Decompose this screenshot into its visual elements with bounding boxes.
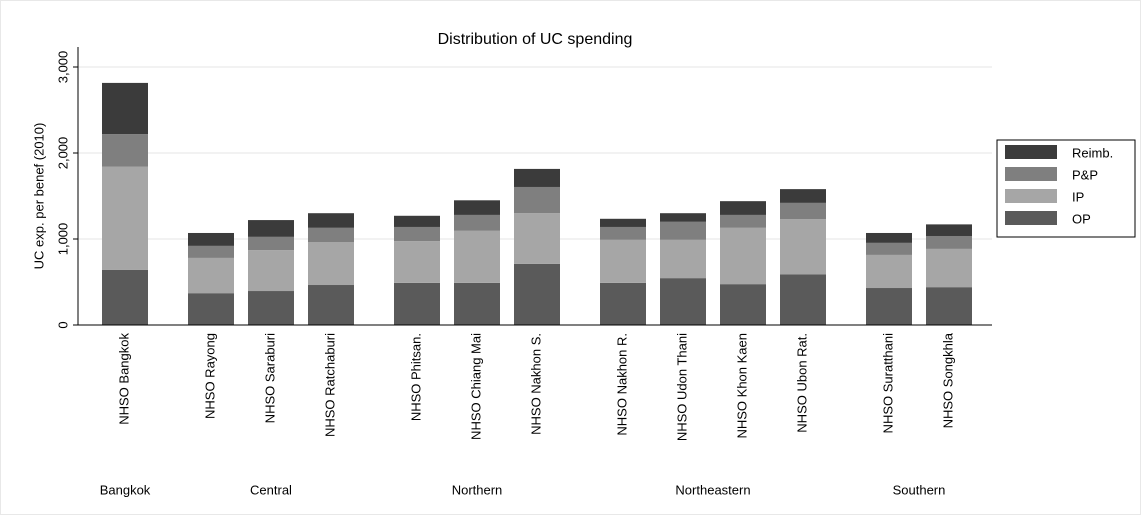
group-label: Northeastern: [675, 482, 750, 497]
bar-segment: [866, 242, 912, 255]
bar-segment: [248, 291, 294, 325]
bar-segment: [866, 288, 912, 325]
x-tick-label: NHSO Ubon Rat.: [794, 333, 809, 433]
bar-segment: [720, 284, 766, 325]
bar-segment: [454, 200, 500, 215]
bar-segment: [308, 213, 354, 228]
x-tick-label: NHSO Saraburi: [262, 333, 277, 423]
bar-segment: [102, 134, 148, 167]
bar-segment: [720, 201, 766, 215]
y-axis-label: UC exp. per benef (2010): [31, 123, 46, 270]
group-label: Central: [250, 482, 292, 497]
bar-segment: [188, 245, 234, 258]
bar-segment: [188, 257, 234, 294]
legend-label: P&P: [1072, 167, 1098, 182]
bar-segment: [866, 232, 912, 243]
bar-segment: [600, 218, 646, 227]
x-tick-label: NHSO Khon Kaen: [734, 333, 749, 439]
bar-segment: [660, 221, 706, 240]
bar-segment: [102, 269, 148, 325]
bar-segment: [660, 239, 706, 279]
x-tick-label: NHSO Suratthani: [880, 333, 895, 434]
legend-label: IP: [1072, 189, 1084, 204]
chart-title: Distribution of UC spending: [438, 31, 633, 48]
bar-segment: [660, 213, 706, 222]
x-tick-label: NHSO Nakhon S.: [528, 333, 543, 435]
bar-segment: [454, 214, 500, 231]
bar-segment: [394, 226, 440, 242]
bar-segment: [102, 166, 148, 270]
bar-segment: [454, 282, 500, 325]
bar-segment: [248, 250, 294, 292]
y-tick-label: 3,000: [55, 51, 70, 84]
group-label: Southern: [893, 482, 946, 497]
x-tick-label: NHSO Ratchaburi: [322, 333, 337, 437]
bar-segment: [188, 232, 234, 246]
bar-segment: [926, 248, 972, 288]
bar-segment: [514, 186, 560, 214]
bar-segment: [866, 254, 912, 289]
bar-segment: [308, 242, 354, 286]
bar-segment: [514, 263, 560, 325]
bar-segment: [926, 235, 972, 249]
bar-segment: [308, 285, 354, 325]
bar-segment: [600, 239, 646, 283]
legend-label: Reimb.: [1072, 145, 1113, 160]
legend-label: OP: [1072, 211, 1091, 226]
x-tick-label: NHSO Nakhon R.: [614, 333, 629, 436]
bar-segment: [600, 226, 646, 240]
x-tick-label: NHSO Chiang Mai: [468, 333, 483, 440]
y-tick-label: 2,000: [55, 137, 70, 170]
bar-segment: [926, 287, 972, 325]
legend-swatch: [1005, 167, 1057, 181]
bar-segment: [394, 282, 440, 325]
bar-segment: [454, 230, 500, 283]
bar-segment: [188, 293, 234, 325]
x-tick-label: NHSO Bangkok: [116, 333, 131, 425]
x-tick-label: NHSO Rayong: [202, 333, 217, 419]
bar-segment: [248, 236, 294, 251]
bar-segment: [514, 213, 560, 264]
bar-segment: [394, 215, 440, 227]
legend-swatch: [1005, 145, 1057, 159]
x-tick-label: NHSO Songkhla: [940, 332, 955, 428]
legend-swatch: [1005, 211, 1057, 225]
bar-segment: [780, 189, 826, 203]
bar-segment: [600, 282, 646, 325]
bar-segment: [780, 274, 826, 325]
bar-segment: [720, 214, 766, 228]
bar-segment: [926, 224, 972, 236]
legend-swatch: [1005, 189, 1057, 203]
bar-segment: [248, 220, 294, 237]
group-label: Bangkok: [100, 482, 151, 497]
bar-segment: [514, 168, 560, 187]
bar-segment: [720, 227, 766, 285]
x-tick-label: NHSO Udon Thani: [674, 333, 689, 441]
bar-segment: [780, 202, 826, 220]
bar-segment: [394, 241, 440, 283]
group-label: Northern: [452, 482, 503, 497]
y-tick-label: 0: [55, 321, 70, 328]
x-tick-label: NHSO Phitsan.: [408, 333, 423, 421]
bar-segment: [102, 82, 148, 135]
bar-segment: [308, 227, 354, 243]
bar-segment: [780, 219, 826, 275]
y-tick-label: 1,000: [55, 223, 70, 256]
bar-segment: [660, 278, 706, 325]
